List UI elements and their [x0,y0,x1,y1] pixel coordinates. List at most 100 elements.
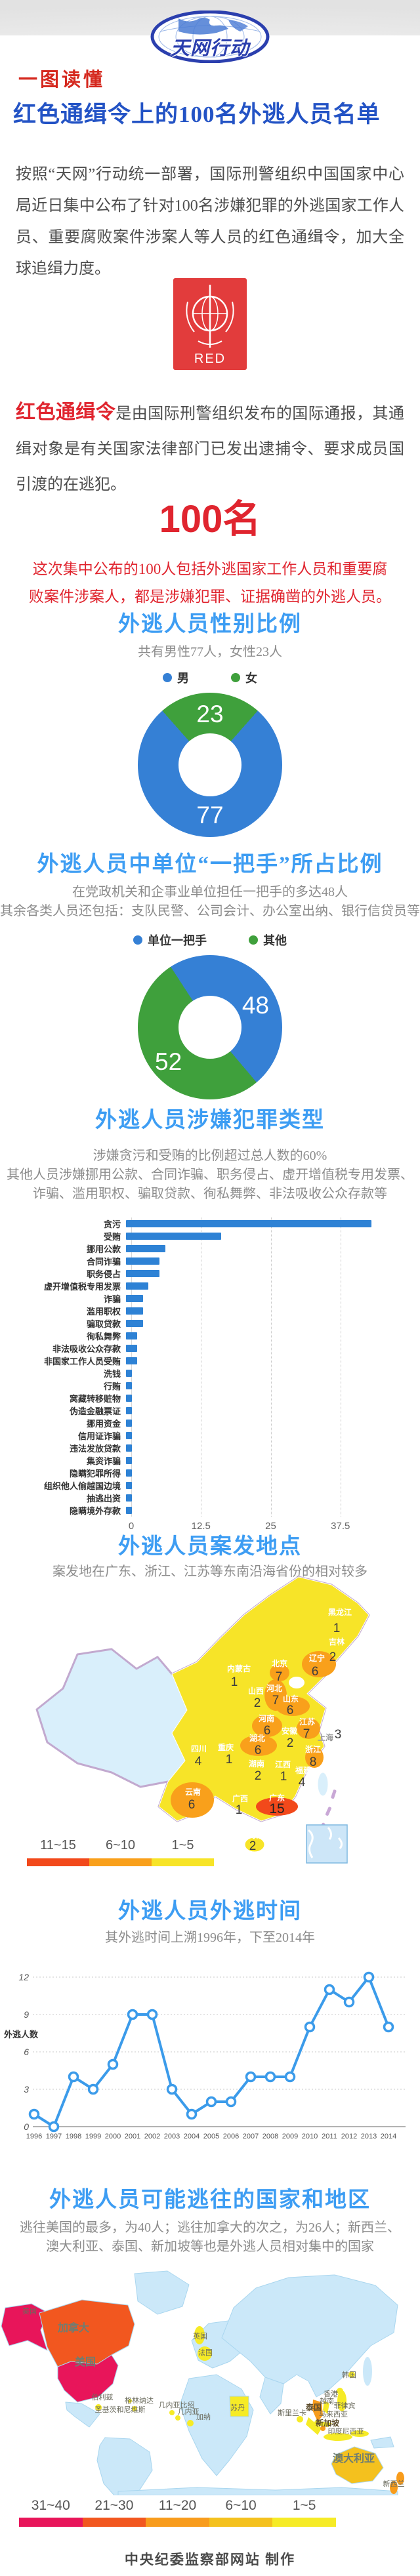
red-notice-desc: 是由国际刑警组织发布的国际通报，其通缉对象是有关国家法律部门已发出逮捕令、要求成… [16,405,405,493]
bar-row: 信用证诈骗 [0,1429,420,1442]
section-sub-leaders-2: 其余各类人员还包括：支队民警、公司会计、办公室出纳、银行信贷员等 [0,904,420,918]
page-title: 红色通缉令上的100名外逃人员名单 [13,102,381,127]
bar [126,1345,137,1352]
province-yunnan [171,1782,214,1818]
bar-row: 洗钱 [0,1367,420,1380]
province-value: 2 [329,1650,337,1664]
bar [126,1307,143,1315]
bar [126,1407,132,1414]
province-name: 内蒙古 [227,1664,251,1673]
bar-row: 职务侵占 [0,1267,420,1280]
x-axis-tick: 0 [128,1521,135,1532]
nine-dash-1 [331,1789,337,1799]
province-zhejiang [305,1747,324,1768]
donut-chart-gender: 23 77 [138,693,282,837]
intro-paragraph: 按照“天网”行动统一部署，国际刑警组织中国国家中心局近日集中公布了针对100名涉… [16,166,404,277]
x-tick-label: 2010 [302,2133,318,2140]
x-tick-label: 2009 [282,2133,298,2140]
country-label: 新西兰 [383,2479,405,2488]
province-value: 2 [287,1736,294,1750]
world-map: 美国 加拿大 美国 英国 法国 韩国 伯利兹 格林纳达 圣基茨和尼维斯 几内亚比绍 几内亚 加纳 苏丹斯… [0,2262,420,2496]
taiwan-island [317,1772,329,1797]
x-tick-label: 2001 [125,2133,140,2140]
world-map-legend: 31~40 21~30 11~20 6~10 1~5 [19,2498,336,2527]
bar-label: 洗钱 [103,1369,121,1379]
guinea [175,2415,180,2421]
section-title-leaders: 外逃人员中单位“一把手”所占比例 [37,853,383,876]
bar [126,1432,132,1439]
x-tick-label: 2007 [243,2133,259,2140]
province-name: 山东 [283,1694,299,1704]
bar-row: 隐瞒犯罪所得 [0,1467,420,1479]
province-value: 2 [249,1839,257,1853]
bar [126,1357,137,1364]
province-name: 福建 [295,1765,312,1775]
section-sub-locations: 案发地在广东、浙江、江苏等东南沿海省份的相对较多 [52,1564,368,1579]
logo-text: 天网行动 [170,38,249,59]
province-value: 8 [310,1755,317,1769]
bar-row: 隐瞒境外存款 [0,1504,420,1517]
legend-swatch [146,2518,209,2527]
section-sub-gender: 共有男性77人，女性23人 [138,645,282,659]
province-name: 江苏 [299,1717,315,1727]
x-tick-label: 1996 [26,2133,42,2140]
china-map: 黑龙江 1 吉林 2 辽宁 6 北京 7 内蒙古 1 山西 2 河北 7 山东 6 河南 6 江苏 7 上海 3 安徽 2 湖北… [0,1576,420,1877]
section-title-gender: 外逃人员性别比例 [118,613,302,636]
province-name: 重庆 [218,1742,234,1752]
x-tick-label: 2014 [381,2133,396,2140]
bar-row: 集资诈骗 [0,1454,420,1467]
section-title-timeline: 外逃人员外逃时间 [118,1900,302,1923]
legend-swatch [89,1858,152,1866]
bar [126,1257,159,1265]
x-tick-label: 1997 [46,2133,62,2140]
data-point [48,2121,60,2133]
bar-row: 虚开增值税专用发票 [0,1280,420,1292]
y-tick-label: 6 [24,2047,29,2057]
province-name: 北京 [272,1658,287,1668]
country-label: 斯里兰卡 [278,2409,306,2417]
country-label: 越南 [320,2396,334,2405]
legend-label: 单位一把手 [148,934,207,947]
globe-icon [150,10,270,63]
bar-label: 贪污 [103,1219,121,1229]
province-value: 4 [195,1755,202,1768]
bar-label: 虚开增值税专用发票 [43,1282,121,1292]
thailand [312,2400,323,2422]
country-label: 香港 [324,2390,338,2398]
province-value: 7 [276,1670,283,1684]
bar-chart-zero-line [131,1217,132,1517]
province-name: 广西 [232,1793,248,1803]
world-legend-swatches [19,2514,336,2527]
donut-value-label: 48 [242,992,269,1019]
bar [126,1482,132,1489]
province-name: 上海 [318,1732,333,1742]
note-paragraph: 这次集中公布的100人包括外逃国家工作人员和重要腐败案件涉案人，都是涉嫌犯罪、证… [29,561,391,605]
legend-range-label: 21~30 [94,2498,134,2513]
singapore [320,2426,326,2431]
data-point [245,2071,257,2083]
bar-label: 非法吸收公众存款 [52,1344,121,1354]
data-point [304,2021,316,2033]
country-label: 美国 [75,2356,96,2368]
legend-leaders: 单位一把手 其他 [0,931,420,949]
province-value: 6 [264,1724,271,1738]
legend-label: 其他 [263,934,287,947]
province-name: 浙江 [305,1744,321,1754]
indonesia-east [350,2430,369,2437]
guinea-bissau [169,2410,175,2415]
x-tick-label: 2004 [184,2133,200,2140]
south-china-sea-inset [306,1824,348,1864]
bar-label: 诈骗 [103,1294,121,1304]
province-name: 黑龙江 [328,1607,352,1617]
malaysia [314,2421,332,2427]
red-notice-badge: RED [173,278,247,370]
x-axis-tick: 12.5 [191,1521,211,1532]
country-label: 苏丹 [230,2403,245,2412]
legend-item: 单位一把手 [133,931,207,949]
data-point [205,2096,217,2108]
country-label: 几内亚 [178,2407,200,2416]
province-name: 安徽 [282,1726,298,1736]
